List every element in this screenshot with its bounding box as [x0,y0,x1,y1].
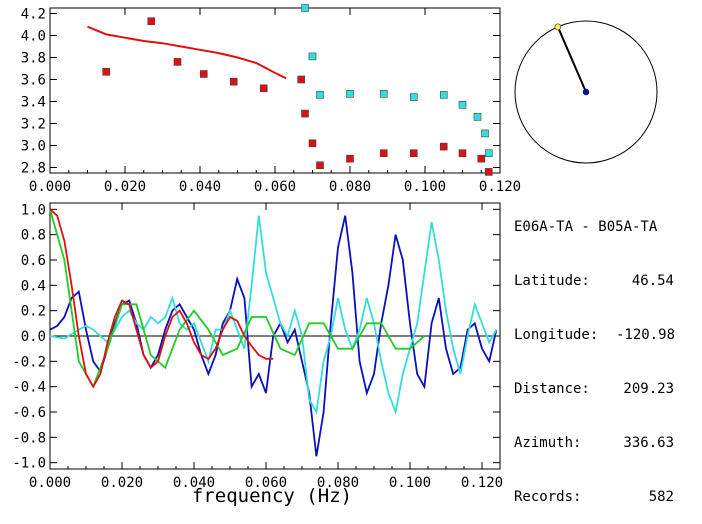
y-tick-label: 3.8 [21,51,46,67]
blue-series-line [49,215,498,457]
info-label: Longitude: [514,327,599,343]
y-tick-label: 1.0 [21,202,46,218]
measured-point-red [409,149,418,157]
x-tick-label: 0.000 [29,179,71,195]
measured-point-red [301,109,309,118]
y-tick-label: 0.8 [21,228,46,244]
x-tick-label: 0.060 [254,179,296,195]
info-label: Distance: [514,381,590,397]
measured-point-red [173,58,182,66]
y-tick-label: 0.0 [21,329,46,345]
measured-point-red [477,154,486,163]
measured-point-red [259,84,268,93]
info-value: 46.54 [631,273,674,289]
y-tick-label: 0.4 [21,278,46,294]
measured-point-red [346,154,354,163]
x-tick-label: 0.020 [101,475,143,491]
measured-point-red [229,77,238,86]
info-value: 336.63 [623,435,674,451]
y-tick-label: -0.8 [12,430,46,446]
plot-frame [49,7,501,174]
info-row-latitude: Latitude: 46.54 [514,272,674,290]
measured-point-cyan [301,4,309,12]
x-tick-label: 0.040 [179,179,221,195]
info-label: Latitude: [514,273,590,289]
cyan-series-line [49,215,498,416]
x-tick-label: 0.060 [245,475,287,491]
y-tick-label: -1.0 [12,456,46,472]
x-axis-label: frequency (Hz) [192,485,352,507]
y-tick-label: 3.4 [21,95,46,111]
info-row-distance: Distance: 209.23 [514,380,674,398]
x-tick-label: 0.120 [479,179,521,195]
y-tick-label: -0.6 [12,405,46,421]
measured-point-cyan [439,91,448,99]
y-tick-label: 3.0 [21,139,46,155]
x-tick-label: 0.080 [317,475,359,491]
measured-point-red [484,168,493,176]
x-tick-label: 0.080 [329,179,371,195]
measured-point-red [458,149,467,157]
y-tick-label: 3.2 [21,117,46,133]
station-info-panel: E06A-TA - B05A-TA Latitude: 46.54 Longitu… [514,182,676,524]
top-plot: 0.000 0.020 0.040 0.060 0.080 0.100 0.120 2.8 3.… [21,4,521,195]
measured-point-cyan [308,52,317,61]
y-tick-label: 0.2 [21,304,46,320]
station-pair-title: E06A-TA - B05A-TA [514,219,658,235]
y-tick-label: -0.2 [12,354,46,370]
measured-point-cyan [458,101,467,109]
azimuth-needle [556,26,587,93]
measured-point-red [316,161,324,170]
info-row-records: Records: 582 [514,488,674,506]
x-tick-label: 0.000 [29,475,71,491]
measured-point-cyan [379,90,388,98]
measured-point-cyan [409,93,418,101]
red-series-line [49,208,274,389]
info-value: 209.23 [623,381,674,397]
y-tick-label: 0.6 [21,253,46,269]
info-value: 582 [648,489,674,505]
measured-point-cyan [481,129,489,138]
info-label: Records: [514,489,582,505]
dial-circle [514,20,658,164]
y-tick-label: 3.6 [21,73,46,89]
measured-point-red [199,70,208,78]
dial-center-marker [582,88,590,96]
y-tick-label: 4.0 [21,29,46,45]
y-tick-label: 4.2 [21,7,46,23]
measured-point-red [379,149,388,157]
bottom-plot: 0.000 0.020 0.040 0.060 0.080 0.100 0.120 1.0 0.… [12,202,503,491]
info-row-longitude: Longitude: -120.98 [514,326,676,344]
measured-point-cyan [473,113,482,121]
x-tick-label: 0.020 [104,179,146,195]
y-tick-label: -0.4 [12,380,46,396]
x-tick-label: 0.100 [404,179,446,195]
x-tick-label: 0.100 [389,475,431,491]
measured-point-red [297,75,306,84]
green-series-line [49,209,425,389]
measured-point-red [439,142,448,151]
azimuth-dial [514,20,658,164]
needle-tip-marker [554,23,562,31]
measured-point-cyan [484,149,493,157]
y-tick-label: 2.8 [21,161,46,177]
measured-point-red [147,17,156,26]
measured-point-cyan [346,90,354,98]
info-row-azimuth: Azimuth: 336.63 [514,434,674,452]
x-tick-label: 0.040 [173,475,215,491]
info-label: Azimuth: [514,435,582,451]
measured-point-cyan [316,91,324,99]
measured-point-red [308,139,317,148]
measured-point-red [102,68,111,76]
x-tick-label: 0.120 [461,475,503,491]
info-value: -120.98 [616,327,676,343]
model-dispersion-curve [87,25,287,80]
